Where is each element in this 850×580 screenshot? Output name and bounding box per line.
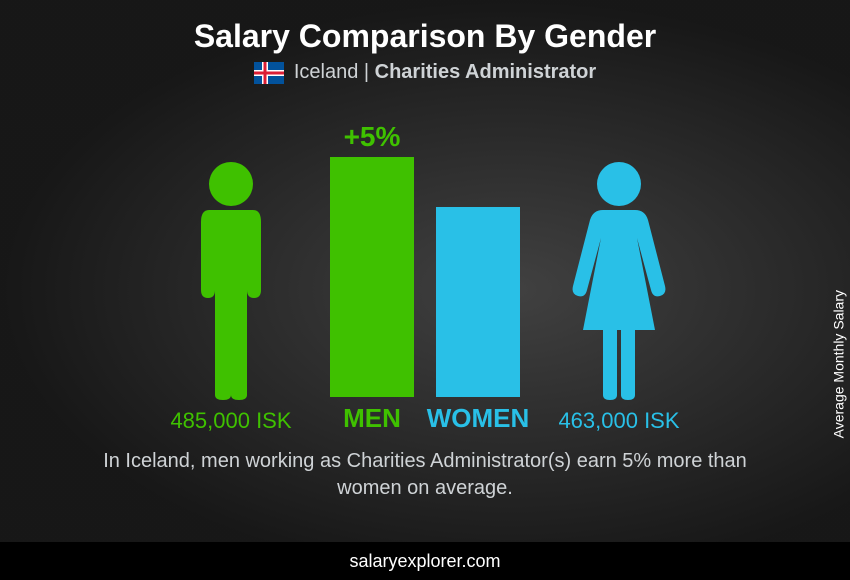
men-bar [330, 157, 414, 397]
side-axis-label: Average Monthly Salary [830, 290, 846, 438]
subtitle-row: Iceland | Charities Administrator [254, 61, 596, 84]
comparison-chart: 485,000 ISK +5% MEN WOMEN 463,000 ISK [65, 94, 785, 434]
women-bar [436, 207, 520, 397]
subtitle-text: Iceland | Charities Administrator [294, 61, 596, 84]
men-label: MEN [343, 403, 401, 434]
female-person-icon [569, 160, 669, 400]
page-title: Salary Comparison By Gender [194, 18, 656, 55]
female-figure-col: 463,000 ISK [534, 160, 704, 434]
caption-text: In Iceland, men working as Charities Adm… [75, 448, 775, 502]
women-label: WOMEN [427, 403, 530, 434]
men-salary: 485,000 ISK [170, 408, 291, 434]
footer-brand: salaryexplorer.com [0, 542, 850, 580]
male-person-icon [181, 160, 281, 400]
male-figure-col: 485,000 ISK [146, 160, 316, 434]
pct-diff-label: +5% [344, 121, 401, 153]
women-bar-col: WOMEN [428, 207, 528, 434]
iceland-flag-icon [254, 62, 284, 84]
women-salary: 463,000 ISK [558, 408, 679, 434]
men-bar-col: +5% MEN [322, 121, 422, 434]
